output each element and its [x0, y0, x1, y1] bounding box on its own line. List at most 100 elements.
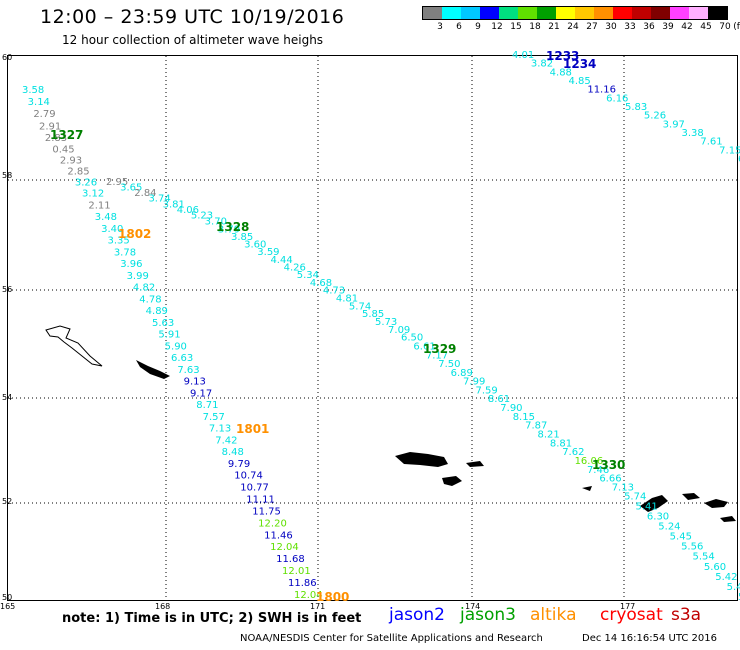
swh-value-label: 8.81: [550, 438, 572, 449]
legend-swatch-7: [556, 7, 575, 19]
legend-value-label: 9: [475, 22, 481, 32]
legend-swatch-8: [575, 7, 594, 19]
swh-value-label: 7.59: [475, 385, 497, 396]
legend-swatch-5: [518, 7, 537, 19]
island-landmass: [582, 486, 592, 491]
longitude-label: 165: [0, 602, 15, 611]
swh-value-label: 11.86: [288, 578, 317, 589]
legend-swatch-0: [423, 7, 442, 19]
legend-value-label: 36: [643, 22, 655, 32]
page-title: 12:00 – 23:59 UTC 10/19/2016: [40, 6, 345, 28]
swh-value-label: 12.04: [270, 542, 299, 553]
swh-value-label: 3.35: [107, 236, 129, 247]
swh-value-label: 8.61: [488, 394, 510, 405]
swh-value-label: 2.93: [60, 155, 82, 166]
legend-value-label: 24: [567, 22, 579, 32]
swh-value-label: 5.63: [152, 318, 174, 329]
swh-value-label: 7.90: [500, 403, 522, 414]
swh-value-label: 3.70: [205, 217, 227, 228]
legend-swatch-4: [499, 7, 518, 19]
swh-value-label: 3.58: [22, 85, 44, 96]
swh-value-label: 3.99: [127, 271, 149, 282]
pass-number-label: 1329: [423, 342, 456, 356]
legend-value-label: 42: [681, 22, 693, 32]
legend-value-label: 15: [510, 22, 522, 32]
swh-value-label: 4.01: [512, 50, 534, 61]
swh-value-label: 7.15: [719, 145, 740, 156]
swh-value-label: 3.81: [163, 199, 185, 210]
footer-timestamp: Dec 14 16:16:54 UTC 2016: [582, 633, 717, 644]
swh-value-label: 3.38: [682, 128, 704, 139]
swh-value-label: 7.62: [562, 447, 584, 458]
footer-credit: NOAA/NESDIS Center for Satellite Applica…: [240, 633, 543, 644]
legend-value-label: 70: [719, 22, 731, 32]
legend-swatch-1: [442, 7, 461, 19]
swh-value-label: 4.44: [270, 255, 292, 266]
swh-value-label: 2.11: [88, 200, 110, 211]
island-landmass: [442, 476, 462, 486]
swh-value-label: 5.83: [625, 102, 647, 113]
swh-value-label: 6.61: [413, 342, 435, 353]
swh-value-label: 3.96: [120, 259, 142, 270]
swh-value-label: 7.46: [587, 465, 609, 476]
pass-number-label: 1233: [546, 49, 579, 63]
legend-swatch-9: [594, 7, 613, 19]
island-landmass: [395, 452, 448, 467]
legend-swatch-3: [480, 7, 499, 19]
legend-value-label: 18: [529, 22, 541, 32]
longitude-label: 168: [155, 602, 170, 611]
pass-number-label: 1327: [50, 128, 83, 142]
swh-value-label: 11.68: [276, 554, 305, 565]
swh-value-label: 6.66: [599, 474, 621, 485]
latitude-label: 56: [2, 285, 12, 294]
swh-value-label: 6.16: [606, 93, 628, 104]
swh-value-label: 5.73: [375, 317, 397, 328]
swh-value-label: 8.21: [537, 429, 559, 440]
legend-value-label: 3: [437, 22, 443, 32]
pass-number-label: 1234: [563, 57, 596, 71]
legend-value-label: 39: [662, 22, 674, 32]
legend-value-label: 30: [605, 22, 617, 32]
swh-value-label: 11.16: [587, 85, 616, 96]
swh-value-label: 2.91: [39, 121, 61, 132]
swh-value-label: 7.87: [525, 421, 547, 432]
swh-value-label: 8.15: [513, 412, 535, 423]
satellite-cryosat-label: cryosat: [600, 605, 663, 625]
legend-value-label: 33: [624, 22, 636, 32]
island-landmass: [720, 516, 736, 522]
legend-value-label: 45: [700, 22, 712, 32]
legend-swatch-13: [670, 7, 689, 19]
satellite-jason3-label: jason3: [460, 605, 516, 625]
swh-value-label: 5.41: [636, 501, 658, 512]
legend-swatch-14: [689, 7, 708, 19]
legend-value-label: 21: [548, 22, 560, 32]
swh-value-label: 5.85: [362, 309, 384, 320]
swh-value-label: 5.23: [191, 210, 213, 221]
swh-value-label: 11.75: [252, 506, 281, 517]
units-note: note: 1) Time is in UTC; 2) SWH is in fe…: [62, 611, 362, 626]
swh-value-label: 3.97: [663, 119, 685, 130]
swh-value-label: 12.01: [282, 566, 311, 577]
pass-number-label: 1800: [316, 590, 349, 604]
swh-value-label: 7.42: [215, 435, 237, 446]
legend-unit-label: (ft): [733, 22, 740, 32]
swh-value-label: 7.17: [426, 350, 448, 361]
swh-value-label: 4.73: [323, 286, 345, 297]
swh-value-label: 5.91: [158, 330, 180, 341]
swh-value-label: 7.63: [177, 365, 199, 376]
legend-swatch-2: [461, 7, 480, 19]
swh-value-label: 12.20: [258, 518, 287, 529]
island-landmass: [640, 495, 668, 512]
swh-value-label: 16.06: [575, 456, 604, 467]
swh-value-label: 6.5: [738, 154, 740, 165]
swh-value-label: 4.85: [569, 76, 591, 87]
swh-value-label: 3.14: [28, 97, 50, 108]
swh-value-label: 3.59: [257, 247, 279, 258]
swh-value-label: 6.30: [647, 511, 669, 522]
latitude-label: 54: [2, 393, 12, 402]
swh-value-label: 7.61: [700, 137, 722, 148]
swh-value-label: 5.45: [670, 532, 692, 543]
swh-value-label: 5.34: [297, 270, 319, 281]
